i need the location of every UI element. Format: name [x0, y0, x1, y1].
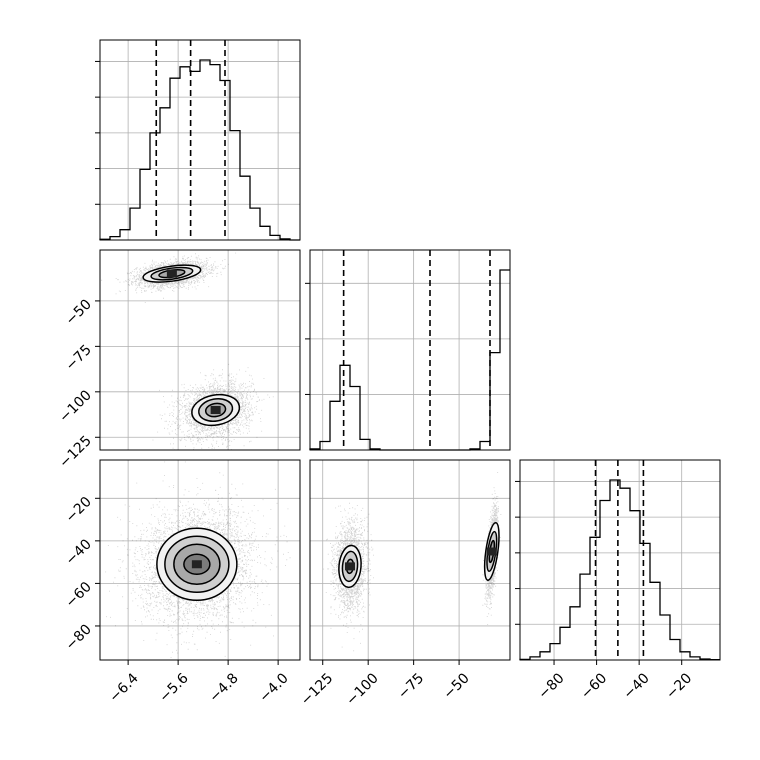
x-tick-label: −6.4	[106, 670, 141, 705]
x-tick-label: −4.8	[206, 670, 241, 705]
panel-1-2-frame	[309, 459, 511, 661]
y-tick-label: −40	[63, 536, 95, 568]
y-tick-label: −75	[63, 342, 95, 374]
panel-0-2-points	[105, 461, 291, 658]
histogram-0	[99, 59, 300, 241]
density-peak	[191, 560, 202, 569]
contour-line	[156, 527, 238, 602]
x-tick-label: −60	[578, 670, 610, 702]
contour-line	[483, 522, 500, 581]
panel-0-1-frame	[99, 249, 301, 451]
hist-0-frame	[99, 39, 301, 241]
y-tick-label: −50	[63, 296, 95, 328]
contour-line	[338, 544, 362, 589]
density-peak	[210, 406, 221, 414]
contour-line	[173, 543, 221, 586]
contour-line	[191, 393, 241, 427]
contour-line	[164, 535, 230, 594]
contour-line	[183, 553, 211, 576]
hist-1-grid	[305, 250, 510, 450]
x-tick-label: −20	[663, 670, 695, 702]
panel-0-1-points	[101, 250, 274, 450]
y-tick-label: −60	[63, 579, 95, 611]
contour-line	[150, 266, 194, 281]
panel-1-2-points	[323, 472, 502, 652]
density-peak	[166, 269, 177, 278]
contour-line	[198, 398, 234, 422]
hist-2-grid	[515, 460, 720, 660]
panel-0-2-grid	[100, 460, 300, 660]
y-tick-label: −80	[63, 621, 95, 653]
contour-line	[142, 264, 202, 283]
x-tick-label: −100	[343, 670, 382, 709]
histogram-1	[309, 269, 510, 451]
x-tick-label: −75	[395, 670, 427, 702]
density-peak	[345, 562, 355, 571]
x-tick-label: −50	[440, 670, 472, 702]
density-peak	[486, 547, 497, 556]
hist-0-grid	[95, 40, 300, 240]
x-tick-label: −125	[298, 670, 337, 709]
panel-0-2-frame	[99, 459, 301, 661]
hist-1-frame	[309, 249, 511, 451]
x-tick-label: −4.0	[256, 670, 291, 705]
y-tick-label: −20	[63, 494, 95, 526]
y-tick-label: −100	[56, 387, 95, 426]
contour-line	[341, 550, 359, 583]
hist-2-frame	[519, 459, 721, 661]
x-tick-label: −5.6	[156, 670, 191, 705]
histogram-2	[519, 479, 720, 661]
contour-line	[204, 402, 227, 418]
y-tick-label: −125	[56, 433, 95, 472]
x-tick-label: −80	[535, 670, 567, 702]
x-tick-label: −40	[621, 670, 653, 702]
